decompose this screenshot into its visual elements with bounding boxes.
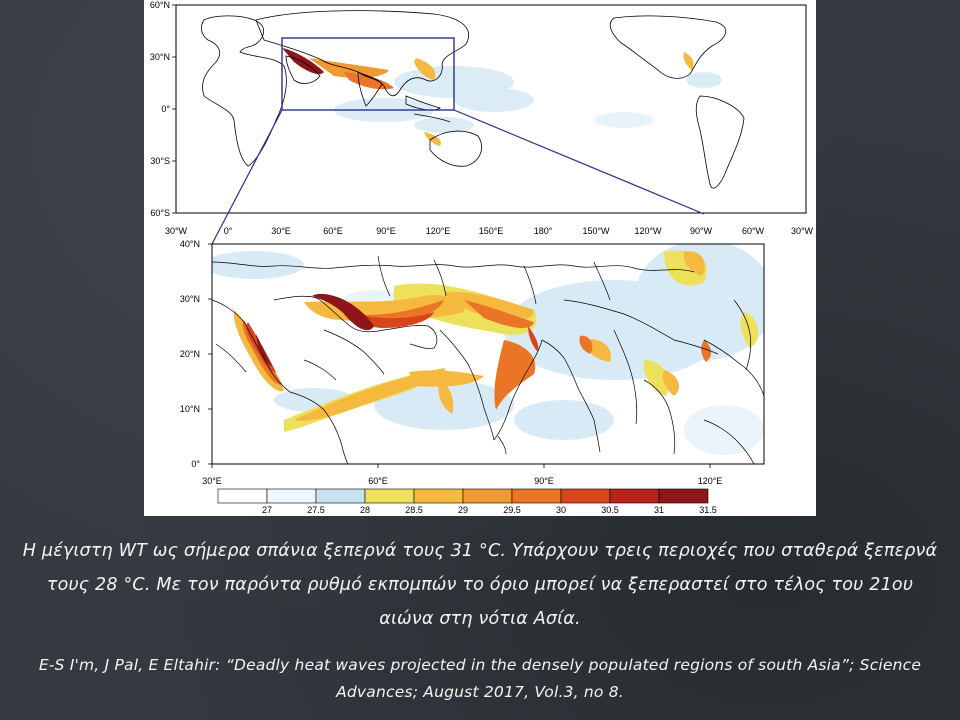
colorbar: 27 27.5 28 28.5 29 29.5 30 30.5 31 31.5 <box>217 488 717 515</box>
colorbar-label: 28.5 <box>405 505 423 515</box>
colorbar-cell <box>413 488 464 504</box>
global-lon-tick: 30°E <box>271 226 291 236</box>
colorbar-label: 30 <box>556 505 566 515</box>
colorbar-label: 29.5 <box>503 505 521 515</box>
global-lon-tick: 30°W <box>791 226 814 236</box>
colorbar-label: 28 <box>360 505 370 515</box>
zoom-connector-right <box>453 109 705 215</box>
slide-caption: Η μέγιστη WT ως σήμερα σπάνια ξεπερνά το… <box>22 541 938 629</box>
colorbar-cell <box>511 488 562 504</box>
zoom-lat-tick: 40°N <box>180 239 200 249</box>
zoom-lat-tick: 20°N <box>180 349 200 359</box>
global-lon-tick: 60°E <box>323 226 343 236</box>
colorbar-label: 31.5 <box>699 505 717 515</box>
global-lon-tick: 0° <box>224 226 233 236</box>
colorbar-label: 27 <box>262 505 272 515</box>
figure-panel: 60°N 30°N 0° 30°S 60°S 30°W 0° 30°E 60°E… <box>144 0 816 516</box>
global-lon-tick: 30°W <box>165 226 188 236</box>
colorbar-label: 27.5 <box>307 505 325 515</box>
zoom-lon-tick: 120°E <box>698 476 723 486</box>
zoom-map: 40°N 30°N 20°N 10°N 0° 30°E 60°E 90°E 12… <box>180 239 765 486</box>
colorbar-cell <box>560 488 611 504</box>
global-lat-tick: 30°S <box>150 156 170 166</box>
colorbar-cell <box>462 488 513 504</box>
global-lon-tick: 180° <box>534 226 553 236</box>
colorbar-cell <box>658 488 709 504</box>
zoom-lat-tick: 10°N <box>180 404 200 414</box>
global-lon-tick: 120°E <box>426 226 451 236</box>
colorbar-cell <box>217 488 268 504</box>
zoom-lon-tick: 30°E <box>202 476 222 486</box>
global-lon-tick: 150°W <box>582 226 610 236</box>
zoom-connector-left <box>211 109 283 245</box>
colorbar-label: 29 <box>458 505 468 515</box>
global-map: 60°N 30°N 0° 30°S 60°S 30°W 0° 30°E 60°E… <box>150 0 814 236</box>
colorbar-cell <box>266 488 317 504</box>
slide-reference: E-S I'm, J Pal, E Eltahir: “Deadly heat … <box>38 656 922 701</box>
zoom-lat-tick: 0° <box>191 459 200 469</box>
colorbar-label: 30.5 <box>601 505 619 515</box>
global-lat-tick: 60°S <box>150 208 170 218</box>
zoom-lat-tick: 30°N <box>180 294 200 304</box>
global-lon-tick: 120°W <box>634 226 662 236</box>
colorbar-label: 31 <box>654 505 664 515</box>
global-lon-tick: 90°E <box>376 226 396 236</box>
colorbar-cell <box>364 488 415 504</box>
global-lat-tick: 30°N <box>150 52 170 62</box>
colorbar-cell <box>609 488 660 504</box>
wet-bulb-temperature-maps: 60°N 30°N 0° 30°S 60°S 30°W 0° 30°E 60°E… <box>150 0 814 515</box>
zoom-lon-tick: 90°E <box>534 476 554 486</box>
global-lat-tick: 0° <box>161 104 170 114</box>
zoom-lon-tick: 60°E <box>368 476 388 486</box>
colorbar-cell <box>315 488 366 504</box>
global-lon-tick: 60°W <box>742 226 765 236</box>
global-lat-tick: 60°N <box>150 0 170 10</box>
global-lon-tick: 90°W <box>690 226 713 236</box>
global-lon-tick: 150°E <box>479 226 504 236</box>
